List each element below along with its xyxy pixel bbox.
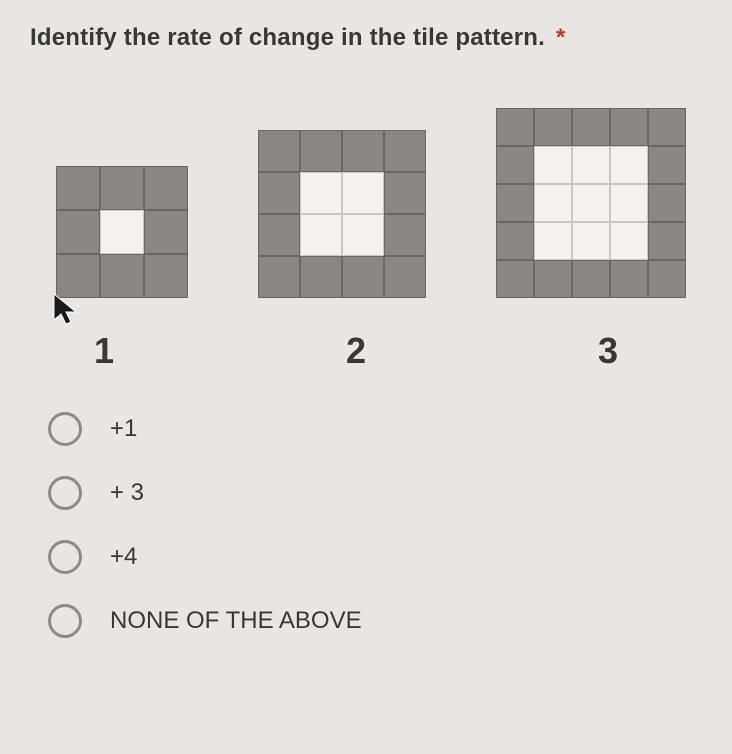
pattern-label-2: 2 bbox=[346, 330, 366, 372]
tile-hole bbox=[610, 222, 648, 260]
tile-hole bbox=[610, 184, 648, 222]
tile-hole bbox=[610, 146, 648, 184]
tile-filled bbox=[100, 254, 144, 298]
tile-filled bbox=[144, 166, 188, 210]
tile-filled bbox=[100, 166, 144, 210]
tile-filled bbox=[648, 260, 686, 298]
option-label: + 3 bbox=[110, 479, 144, 507]
tile-filled bbox=[496, 260, 534, 298]
pattern-row bbox=[30, 108, 702, 298]
radio-icon bbox=[48, 604, 82, 638]
tile-filled bbox=[342, 130, 384, 172]
tile-filled bbox=[496, 146, 534, 184]
tile-filled bbox=[258, 256, 300, 298]
option-label: NONE OF THE ABOVE bbox=[110, 607, 362, 635]
tile-hole bbox=[300, 172, 342, 214]
pattern-label-3: 3 bbox=[598, 330, 618, 372]
tile-hole bbox=[572, 222, 610, 260]
option-plus3[interactable]: + 3 bbox=[48, 476, 702, 510]
pattern-label-1: 1 bbox=[94, 330, 114, 372]
option-label: +1 bbox=[110, 415, 137, 443]
pattern-labels: 1 2 3 bbox=[30, 330, 702, 372]
tile-filled bbox=[534, 108, 572, 146]
required-asterisk: * bbox=[556, 24, 566, 51]
tile-hole bbox=[342, 214, 384, 256]
tile-hole bbox=[300, 214, 342, 256]
tile-filled bbox=[648, 222, 686, 260]
tile-filled bbox=[610, 108, 648, 146]
pattern-figure-2 bbox=[258, 130, 426, 298]
tile-filled bbox=[258, 214, 300, 256]
tile-filled bbox=[572, 260, 610, 298]
tile-grid-1 bbox=[56, 166, 188, 298]
tile-filled bbox=[56, 210, 100, 254]
tile-filled bbox=[258, 130, 300, 172]
tile-hole bbox=[572, 146, 610, 184]
tile-filled bbox=[384, 256, 426, 298]
tile-filled bbox=[384, 172, 426, 214]
tile-filled bbox=[648, 184, 686, 222]
options-group: +1 + 3 +4 NONE OF THE ABOVE bbox=[30, 412, 702, 638]
question-text-content: Identify the rate of change in the tile … bbox=[30, 24, 545, 51]
tile-hole bbox=[534, 222, 572, 260]
radio-icon bbox=[48, 540, 82, 574]
tile-filled bbox=[258, 172, 300, 214]
pattern-figure-1 bbox=[56, 166, 188, 298]
tile-filled bbox=[648, 146, 686, 184]
tile-filled bbox=[300, 256, 342, 298]
option-none[interactable]: NONE OF THE ABOVE bbox=[48, 604, 702, 638]
tile-hole bbox=[100, 210, 144, 254]
tile-filled bbox=[534, 260, 572, 298]
option-plus4[interactable]: +4 bbox=[48, 540, 702, 574]
tile-grid-2 bbox=[258, 130, 426, 298]
tile-filled bbox=[648, 108, 686, 146]
radio-icon bbox=[48, 476, 82, 510]
tile-grid-3 bbox=[496, 108, 686, 298]
tile-filled bbox=[144, 254, 188, 298]
tile-filled bbox=[496, 222, 534, 260]
tile-filled bbox=[384, 130, 426, 172]
tile-filled bbox=[384, 214, 426, 256]
option-plus1[interactable]: +1 bbox=[48, 412, 702, 446]
question-text: Identify the rate of change in the tile … bbox=[30, 24, 702, 52]
tile-filled bbox=[496, 184, 534, 222]
tile-hole bbox=[342, 172, 384, 214]
tile-filled bbox=[144, 210, 188, 254]
tile-hole bbox=[534, 184, 572, 222]
tile-filled bbox=[610, 260, 648, 298]
radio-icon bbox=[48, 412, 82, 446]
tile-filled bbox=[300, 130, 342, 172]
tile-filled bbox=[56, 166, 100, 210]
tile-filled bbox=[496, 108, 534, 146]
tile-filled bbox=[342, 256, 384, 298]
tile-filled bbox=[572, 108, 610, 146]
pattern-figure-3 bbox=[496, 108, 686, 298]
option-label: +4 bbox=[110, 543, 137, 571]
tile-hole bbox=[572, 184, 610, 222]
tile-hole bbox=[534, 146, 572, 184]
